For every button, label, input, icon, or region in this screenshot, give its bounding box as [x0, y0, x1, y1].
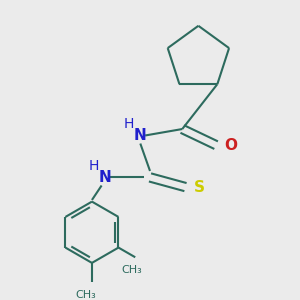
- Text: H: H: [88, 159, 99, 173]
- Text: H: H: [124, 117, 134, 131]
- Text: S: S: [194, 180, 205, 195]
- Text: N: N: [98, 170, 111, 185]
- Text: CH₃: CH₃: [75, 290, 96, 300]
- Text: N: N: [134, 128, 147, 143]
- Text: CH₃: CH₃: [122, 265, 142, 275]
- Text: O: O: [224, 138, 237, 153]
